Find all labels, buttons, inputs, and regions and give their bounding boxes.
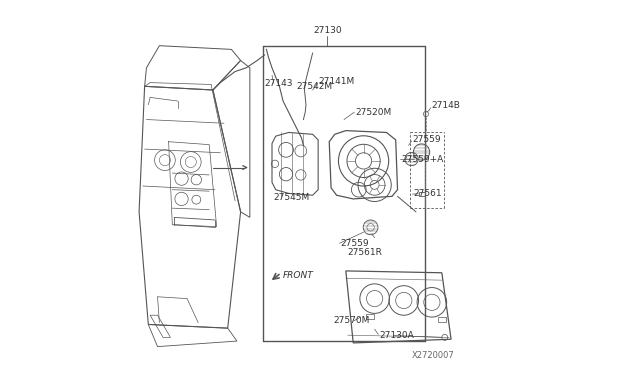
Text: 27545M: 27545M	[274, 193, 310, 202]
Text: 27559: 27559	[412, 135, 441, 144]
Text: 2714B: 2714B	[431, 101, 460, 110]
Text: 27520M: 27520M	[355, 108, 391, 117]
Text: 27130A: 27130A	[379, 331, 414, 340]
Text: 27570M: 27570M	[333, 316, 369, 325]
Text: FRONT: FRONT	[282, 271, 313, 280]
Bar	[438, 317, 446, 321]
Text: 27141M: 27141M	[318, 77, 355, 86]
Text: 27559+A: 27559+A	[401, 155, 444, 164]
Text: 27559: 27559	[340, 239, 369, 248]
Text: 27561R: 27561R	[348, 248, 383, 257]
Text: X2720007: X2720007	[412, 351, 455, 360]
Text: 27561: 27561	[413, 189, 442, 198]
Text: 27542M: 27542M	[296, 82, 332, 91]
Bar	[419, 192, 425, 196]
Bar	[366, 314, 374, 319]
Text: 27143: 27143	[264, 79, 293, 88]
Text: 27130: 27130	[313, 26, 342, 35]
